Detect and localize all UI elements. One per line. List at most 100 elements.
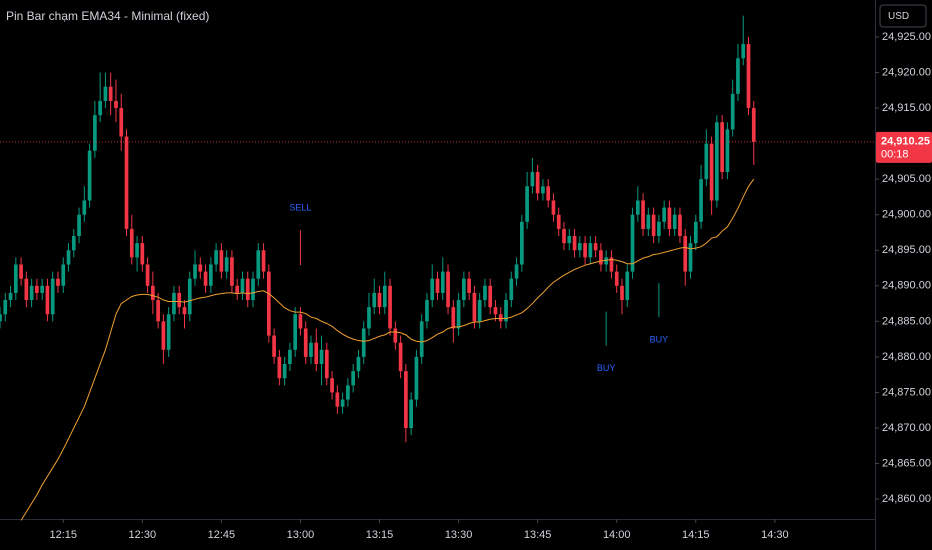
candle (135, 236, 139, 272)
candle (3, 292, 8, 322)
candle-body (604, 257, 609, 265)
candle (641, 193, 645, 237)
candle-body (356, 356, 361, 372)
candle (203, 264, 208, 293)
candle-body (172, 292, 176, 315)
x-tick-label: 14:30 (761, 529, 789, 541)
candle-body (730, 93, 735, 130)
candle-body (509, 278, 514, 301)
candle-body (504, 300, 508, 322)
candle (404, 364, 408, 443)
candle (8, 285, 13, 308)
candle (414, 349, 419, 407)
candle-body (50, 278, 55, 315)
x-tick-label: 13:00 (287, 529, 315, 541)
candle (678, 207, 682, 244)
candle (583, 236, 587, 265)
candle-body (361, 328, 366, 357)
candle-body (477, 300, 482, 322)
candle (546, 179, 551, 208)
candle-body (667, 207, 672, 229)
candle-body (414, 356, 419, 400)
candle-body (446, 271, 450, 308)
candle (40, 278, 45, 301)
candle-body (541, 186, 545, 194)
candle (29, 278, 34, 308)
candle-body (635, 200, 640, 215)
candle (440, 257, 445, 301)
candle (114, 79, 118, 123)
candle-body (198, 264, 203, 272)
candle (625, 264, 630, 308)
candle (604, 250, 609, 272)
candle-body (77, 214, 81, 237)
candle (356, 349, 361, 379)
candle-body (277, 356, 282, 379)
candle-body (609, 257, 614, 272)
candle (45, 278, 50, 322)
candle (61, 257, 66, 293)
candle-body (293, 314, 298, 350)
candle (303, 321, 308, 365)
candle (409, 392, 413, 436)
candle (651, 207, 656, 244)
y-tick-label: 24,900.00 (882, 209, 931, 221)
candle-body (82, 200, 87, 215)
candle-body (583, 243, 587, 258)
candle (456, 292, 461, 336)
candle (35, 278, 39, 301)
candle-body (662, 207, 667, 222)
candle-body (472, 292, 477, 322)
candle (351, 364, 356, 393)
candle-body (208, 264, 213, 286)
candle (398, 335, 403, 379)
candle (693, 214, 698, 251)
candle-body (456, 300, 461, 329)
candle (530, 157, 535, 194)
candle (672, 207, 677, 237)
candle-body (620, 285, 624, 301)
candle-body (61, 264, 66, 286)
x-tick-label: 12:30 (129, 529, 157, 541)
candle (50, 271, 55, 322)
candle-body (288, 349, 292, 365)
candle (504, 292, 508, 329)
candle-body (382, 285, 387, 308)
currency-box[interactable] (879, 4, 927, 28)
candle (572, 228, 577, 258)
currency[interactable]: USD (888, 11, 909, 22)
y-tick-label: 24,915.00 (882, 102, 931, 114)
candle-body (588, 243, 593, 258)
candle (340, 392, 345, 414)
candle (261, 243, 266, 279)
y-tick-label: 24,875.00 (882, 386, 931, 398)
candle (446, 264, 450, 315)
candle (519, 214, 524, 272)
candle (66, 243, 71, 272)
candle (535, 164, 540, 201)
candle-body (298, 314, 303, 329)
candle-body (377, 292, 382, 308)
candle (657, 214, 661, 244)
signal-label: BUY (650, 335, 669, 345)
candle (193, 250, 197, 286)
candle (256, 243, 261, 286)
candle-body (245, 278, 250, 301)
candle-body (556, 214, 561, 229)
candle (93, 100, 97, 158)
candle-body (266, 271, 271, 336)
candle-body (393, 328, 398, 343)
candle (688, 236, 693, 279)
y-tick-label: 24,890.00 (882, 280, 931, 292)
candle-body (651, 214, 656, 237)
candle-body (224, 257, 229, 272)
candle-body (398, 342, 403, 372)
candle (551, 193, 556, 222)
y-tick-label: 24,905.00 (882, 173, 931, 185)
candle (498, 307, 503, 329)
candle (251, 271, 255, 308)
candle (493, 300, 498, 322)
candle (346, 378, 350, 407)
candle (683, 228, 688, 286)
